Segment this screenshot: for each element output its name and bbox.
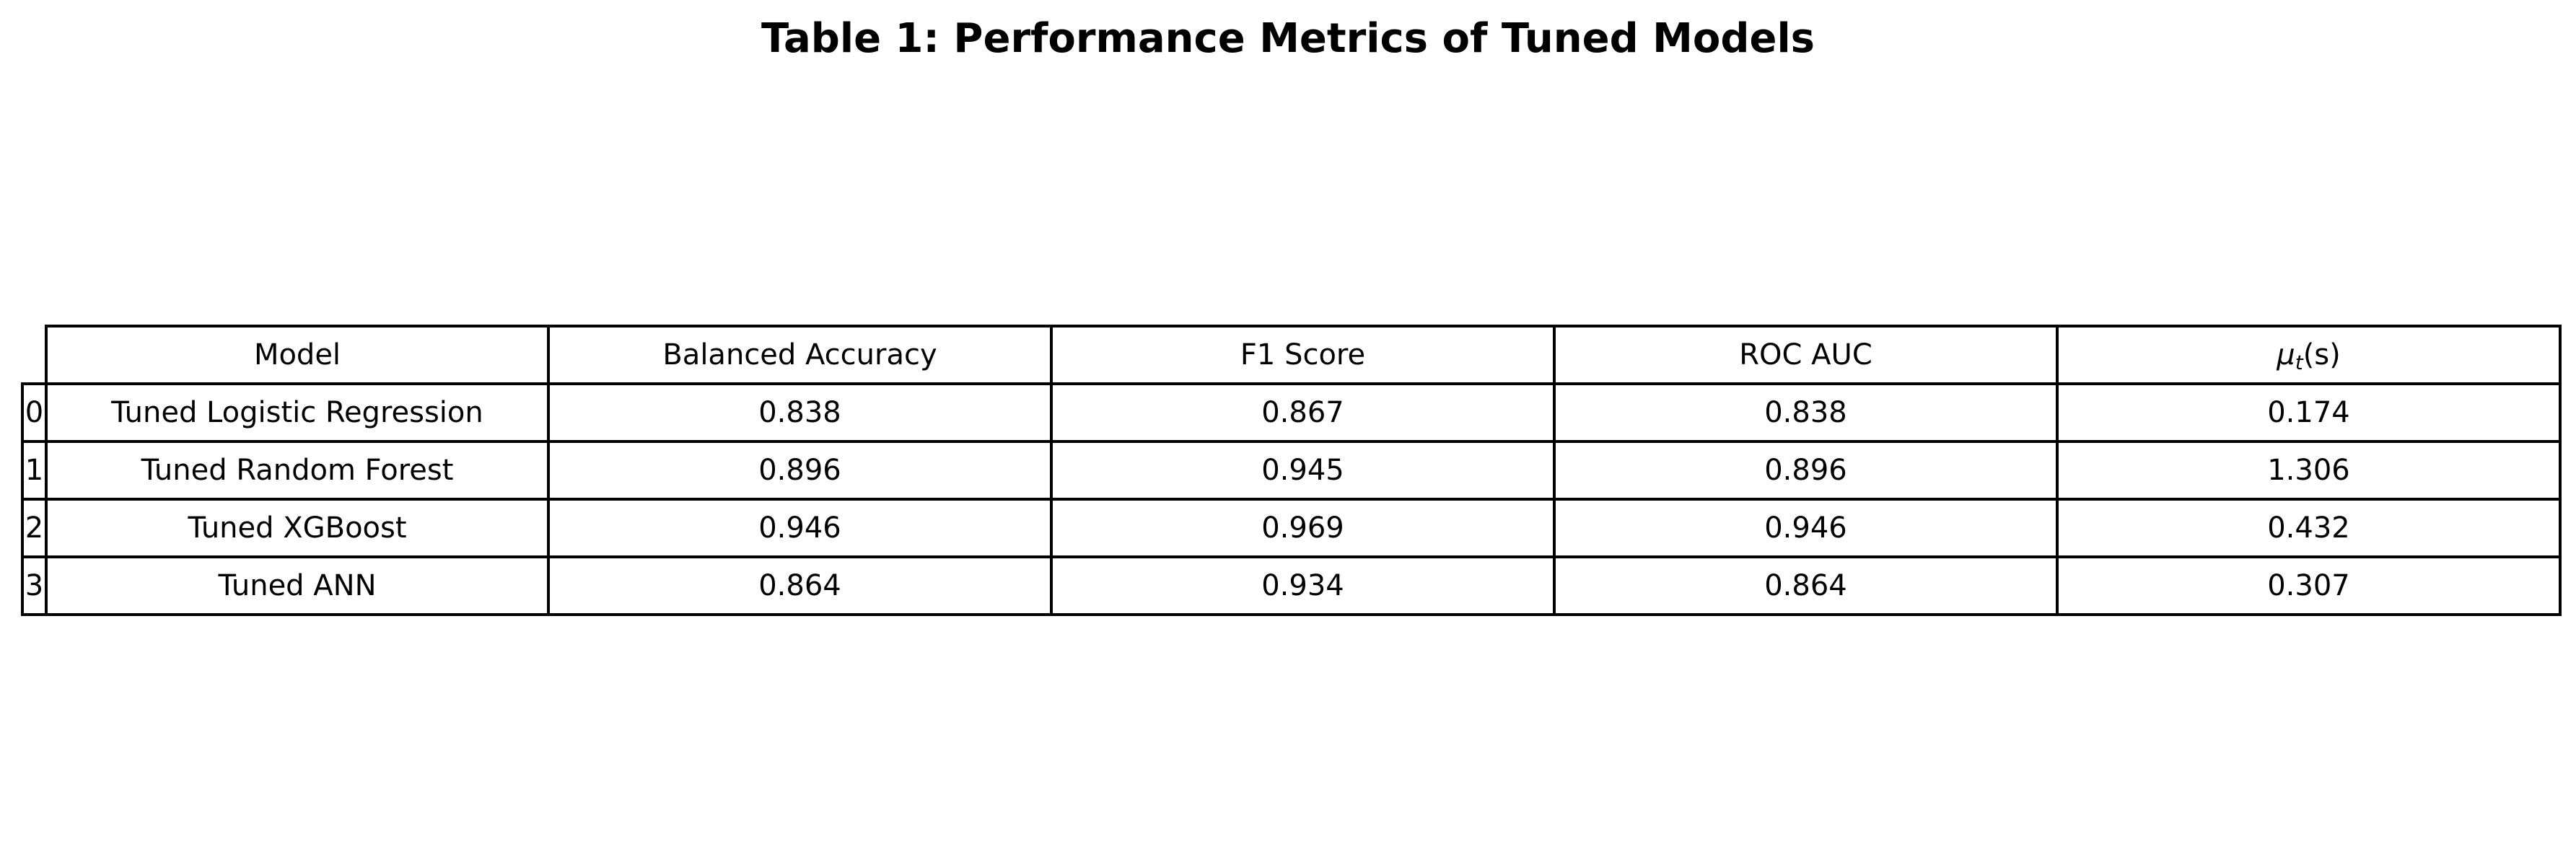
row-index-cell: 1: [21, 440, 48, 501]
metric-value-cell: 1.306: [2056, 440, 2562, 501]
metric-value-cell: 0.864: [547, 555, 1053, 616]
header-cell: Balanced Accuracy: [547, 325, 1053, 385]
metric-value-cell: 0.969: [1050, 498, 1556, 558]
metric-value-cell: 0.934: [1050, 555, 1556, 616]
metric-value-cell: 0.946: [1553, 498, 2059, 558]
row-index-cell: 2: [21, 498, 48, 558]
metric-value-cell: 0.946: [547, 498, 1053, 558]
model-name-cell: Tuned Logistic Regression: [45, 382, 550, 443]
header-cell: ROC AUC: [1553, 325, 2059, 385]
header-cell: Model: [45, 325, 550, 385]
header-cell: F1 Score: [1050, 325, 1556, 385]
row-index-cell: 0: [21, 382, 48, 443]
metric-value-cell: 0.867: [1050, 382, 1556, 443]
metric-value-cell: 0.838: [547, 382, 1053, 443]
metric-value-cell: 0.896: [547, 440, 1053, 501]
row-index-cell: 3: [21, 555, 48, 616]
metric-value-cell: 0.307: [2056, 555, 2562, 616]
metric-value-cell: 0.432: [2056, 498, 2562, 558]
table-title: Table 1: Performance Metrics of Tuned Mo…: [761, 15, 1815, 62]
metric-value-cell: 0.896: [1553, 440, 2059, 501]
metric-value-cell: 0.174: [2056, 382, 2562, 443]
metric-value-cell: 0.838: [1553, 382, 2059, 443]
model-name-cell: Tuned XGBoost: [45, 498, 550, 558]
metric-value-cell: 0.864: [1553, 555, 2059, 616]
metric-value-cell: 0.945: [1050, 440, 1556, 501]
model-name-cell: Tuned ANN: [45, 555, 550, 616]
model-name-cell: Tuned Random Forest: [45, 440, 550, 501]
